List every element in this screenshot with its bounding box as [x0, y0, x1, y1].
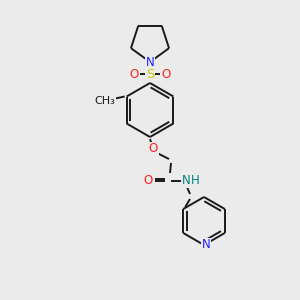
Text: N: N	[146, 56, 154, 68]
Text: O: O	[143, 173, 153, 187]
Text: O: O	[129, 68, 139, 80]
Text: O: O	[148, 142, 158, 155]
Text: CH₃: CH₃	[94, 97, 115, 106]
Text: N: N	[202, 238, 210, 251]
Text: H: H	[190, 175, 200, 188]
Text: O: O	[161, 68, 171, 80]
Text: S: S	[146, 68, 154, 80]
Text: N: N	[182, 175, 190, 188]
